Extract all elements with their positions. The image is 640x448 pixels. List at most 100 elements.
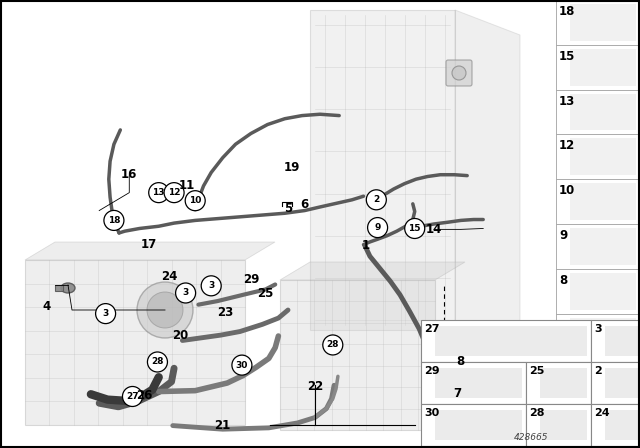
Bar	[421, 404, 526, 446]
Circle shape	[164, 183, 184, 202]
Bar	[556, 179, 640, 224]
Bar	[55, 285, 63, 291]
Text: 30: 30	[424, 408, 439, 418]
Text: 3: 3	[594, 324, 602, 334]
Bar	[570, 94, 636, 130]
Bar	[556, 134, 640, 179]
Bar	[421, 362, 526, 404]
Bar	[540, 368, 587, 398]
Text: 7: 7	[453, 387, 461, 400]
Text: 29: 29	[424, 366, 440, 376]
Bar	[435, 410, 522, 440]
Text: 24: 24	[594, 408, 610, 418]
Circle shape	[367, 218, 388, 237]
Text: 5: 5	[284, 202, 292, 215]
Bar	[556, 314, 640, 358]
Text: 23: 23	[217, 306, 234, 319]
Text: 3: 3	[208, 281, 214, 290]
Bar	[526, 404, 591, 446]
Circle shape	[122, 387, 143, 406]
Text: 8: 8	[457, 355, 465, 369]
Text: 21: 21	[214, 419, 231, 432]
Text: 2: 2	[594, 366, 602, 376]
Polygon shape	[25, 242, 275, 260]
Text: 6: 6	[559, 319, 567, 332]
Circle shape	[147, 292, 183, 328]
Text: 2: 2	[373, 195, 380, 204]
Text: 12: 12	[168, 188, 180, 197]
Bar	[605, 410, 640, 440]
Circle shape	[404, 219, 425, 238]
Bar	[570, 228, 636, 265]
Bar	[556, 0, 640, 448]
Polygon shape	[455, 10, 520, 350]
Bar	[556, 269, 640, 314]
Bar	[591, 362, 640, 404]
Text: 19: 19	[284, 161, 300, 174]
Circle shape	[137, 282, 193, 338]
Circle shape	[185, 191, 205, 211]
Bar	[570, 4, 636, 41]
Bar	[556, 224, 640, 269]
Circle shape	[104, 211, 124, 230]
Circle shape	[366, 190, 387, 210]
Text: 9: 9	[559, 229, 567, 242]
Bar	[570, 318, 636, 354]
Text: 14: 14	[426, 223, 442, 236]
Text: 25: 25	[257, 287, 274, 301]
Circle shape	[175, 283, 196, 303]
Bar	[435, 368, 522, 398]
Bar	[526, 362, 591, 404]
Circle shape	[452, 66, 466, 80]
Text: 18: 18	[108, 216, 120, 225]
Text: 28: 28	[326, 340, 339, 349]
Text: 8: 8	[559, 274, 567, 287]
Polygon shape	[310, 10, 455, 330]
Text: 10: 10	[189, 196, 202, 205]
Bar	[570, 273, 636, 310]
Circle shape	[323, 335, 343, 355]
Ellipse shape	[61, 283, 75, 293]
Text: 3: 3	[102, 309, 109, 318]
Text: 17: 17	[141, 238, 157, 251]
Text: 16: 16	[121, 168, 138, 181]
Bar	[570, 183, 636, 220]
Bar	[556, 90, 640, 134]
Text: 24: 24	[161, 270, 178, 284]
Text: 27: 27	[424, 324, 440, 334]
Text: 30: 30	[236, 361, 248, 370]
Text: 6: 6	[301, 198, 308, 211]
Text: 20: 20	[172, 328, 189, 342]
Bar	[591, 320, 640, 362]
Bar	[421, 320, 591, 362]
Text: 4: 4	[42, 300, 50, 313]
Bar	[556, 403, 640, 448]
Text: 27: 27	[126, 392, 139, 401]
Bar	[435, 326, 587, 356]
Text: 22: 22	[307, 379, 323, 393]
Circle shape	[147, 352, 168, 372]
Text: 10: 10	[559, 184, 575, 197]
Text: 12: 12	[559, 139, 575, 152]
Text: 29: 29	[243, 273, 259, 286]
Text: 1: 1	[362, 239, 370, 252]
Bar	[556, 45, 640, 90]
Text: 15: 15	[408, 224, 421, 233]
Text: 13: 13	[152, 188, 165, 197]
Bar	[280, 280, 435, 430]
Text: 15: 15	[559, 50, 575, 63]
Text: 3: 3	[559, 363, 567, 376]
Text: 2: 2	[559, 408, 567, 421]
Bar	[570, 407, 636, 444]
Text: 11: 11	[179, 179, 195, 192]
Circle shape	[201, 276, 221, 296]
Bar	[570, 49, 636, 86]
Circle shape	[95, 304, 116, 323]
Polygon shape	[280, 262, 465, 280]
Bar	[605, 368, 640, 398]
Bar	[556, 358, 640, 403]
Text: 28: 28	[151, 358, 164, 366]
Circle shape	[148, 183, 169, 202]
Text: 13: 13	[559, 95, 575, 108]
Text: 18: 18	[559, 5, 575, 18]
